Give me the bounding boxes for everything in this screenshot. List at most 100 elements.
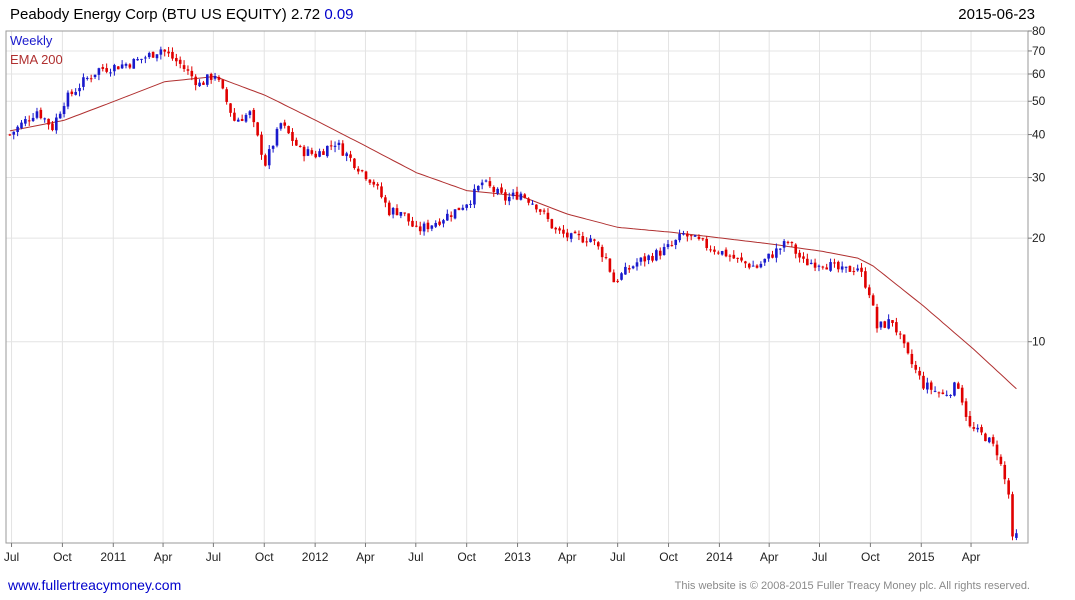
candle-body: [802, 256, 805, 259]
candle-body: [329, 145, 333, 147]
up-candle: [624, 262, 627, 275]
down-candle: [964, 398, 968, 422]
down-candle: [240, 114, 244, 122]
up-candle: [333, 141, 337, 153]
candle-body: [771, 254, 774, 258]
up-candle: [856, 264, 859, 272]
up-candle: [453, 209, 457, 220]
up-candle: [198, 79, 201, 87]
up-candle: [442, 218, 445, 228]
down-candle: [260, 131, 263, 160]
down-candle: [833, 258, 836, 268]
down-candle: [411, 216, 414, 228]
y-tick-label: 80: [1032, 24, 1046, 38]
candle-body: [569, 233, 573, 239]
candle-body: [566, 232, 569, 238]
up-candle: [778, 248, 782, 255]
candle-body: [240, 118, 244, 121]
down-candle: [608, 258, 612, 273]
down-candle: [1011, 491, 1014, 541]
down-candle: [329, 140, 333, 151]
candle-body: [480, 182, 484, 186]
down-candle: [8, 133, 12, 136]
down-candle: [283, 119, 287, 129]
down-candle: [209, 72, 213, 84]
y-tick-label: 50: [1032, 94, 1046, 108]
up-candle: [213, 72, 217, 81]
down-candle: [577, 230, 581, 241]
up-candle: [647, 254, 650, 265]
candle-body: [120, 64, 124, 69]
up-candle: [844, 266, 848, 273]
down-candle: [360, 169, 364, 173]
candle-body: [260, 134, 263, 155]
candle-body: [844, 266, 848, 268]
up-candle: [399, 211, 403, 219]
down-candle: [233, 108, 236, 122]
candle-body: [883, 321, 887, 328]
candle-body: [535, 204, 538, 210]
up-candle: [775, 243, 778, 263]
candle-body: [136, 59, 139, 61]
candle-body: [817, 265, 821, 267]
down-candle: [995, 440, 999, 461]
candle-body: [306, 149, 310, 156]
down-candle: [798, 249, 801, 263]
up-candle: [120, 60, 124, 70]
up-candle: [976, 424, 979, 433]
up-candle: [345, 151, 348, 162]
up-candle: [945, 390, 949, 397]
down-candle: [384, 194, 387, 208]
x-tick-label: Jul: [408, 550, 423, 564]
candle-body: [171, 51, 174, 59]
candle-body: [109, 72, 112, 74]
candle-body: [175, 57, 178, 62]
candle-body: [593, 239, 596, 241]
up-candle: [446, 209, 449, 221]
candle-body: [132, 59, 136, 69]
y-tick-label: 70: [1032, 44, 1046, 58]
website-link[interactable]: www.fullertreacymoney.com: [8, 577, 182, 593]
up-candle: [337, 139, 341, 150]
down-candle: [415, 220, 418, 228]
up-candle: [20, 120, 23, 130]
up-candle: [569, 232, 573, 243]
up-candle: [43, 117, 47, 123]
candle-body: [860, 267, 863, 272]
candle-body: [422, 223, 426, 232]
down-candle: [724, 247, 728, 258]
up-candle: [55, 113, 58, 134]
candle-body: [604, 257, 608, 259]
down-candle: [902, 334, 906, 348]
x-axis: Jul Oct 2011 Apr Jul Oct 2012 Apr Jul Oct 2013 Apr J…: [4, 543, 980, 564]
candle-body: [953, 382, 956, 396]
down-candle: [128, 63, 132, 70]
down-candle: [314, 150, 317, 159]
down-candle: [151, 51, 155, 58]
down-candle: [546, 208, 550, 222]
candle-body: [596, 242, 600, 247]
candle-body: [105, 68, 108, 72]
up-candle: [24, 116, 27, 127]
down-candle: [291, 128, 294, 146]
chart-legend: Weekly EMA 200: [10, 33, 63, 67]
x-tick-label: 2011: [100, 550, 126, 564]
candle-body: [538, 209, 542, 212]
down-candle: [252, 107, 256, 128]
candle-body: [58, 113, 62, 119]
plot-area-border: [5, 30, 1029, 544]
down-candle: [802, 252, 805, 263]
candle-body: [527, 198, 530, 203]
down-candle: [627, 265, 631, 273]
candle-body: [206, 74, 209, 85]
down-candle: [794, 243, 798, 259]
up-candle: [926, 377, 929, 394]
candle-body: [178, 59, 182, 64]
candle-body: [310, 150, 314, 154]
candle-body: [399, 211, 403, 216]
candle-body: [418, 226, 422, 232]
candle-body: [554, 227, 558, 230]
down-candle: [438, 218, 441, 227]
down-candle: [116, 65, 120, 70]
candle-body: [829, 262, 832, 271]
